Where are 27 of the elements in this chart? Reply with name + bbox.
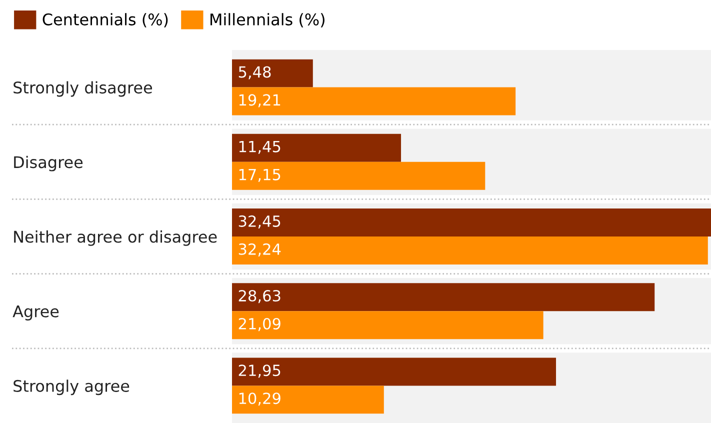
y-tick-label: Disagree: [14, 156, 83, 172]
y-tick-label: Agree: [12, 306, 59, 320]
data-label: 19,21: [239, 94, 280, 108]
data-label: 21,95: [238, 364, 280, 378]
data-label: 10,29: [239, 392, 280, 406]
bar: [232, 162, 486, 190]
bar: [232, 208, 711, 236]
data-label: 5,48: [238, 66, 271, 80]
data-label: 21,09: [238, 318, 280, 332]
bar: [232, 386, 384, 414]
data-label: 28,63: [238, 290, 280, 304]
bar: [232, 59, 313, 88]
y-tick-label: Neither agree or disagree: [14, 230, 217, 246]
bar: [232, 311, 544, 340]
data-label: 32,24: [238, 243, 281, 256]
data-label: 17,15: [239, 168, 280, 182]
bar: [232, 283, 655, 312]
legend-label: Centennials (%): [42, 13, 168, 28]
y-tick-label: Strongly disagree: [14, 81, 152, 97]
data-label: 11,45: [239, 140, 280, 154]
bar: [232, 87, 516, 116]
y-tick-label: Strongly agree: [14, 380, 130, 396]
legend-label: Millennials (%): [210, 13, 324, 28]
bar: [232, 358, 556, 386]
data-label: 32,45: [238, 215, 280, 229]
bar: [232, 236, 708, 264]
bar: [232, 134, 402, 162]
